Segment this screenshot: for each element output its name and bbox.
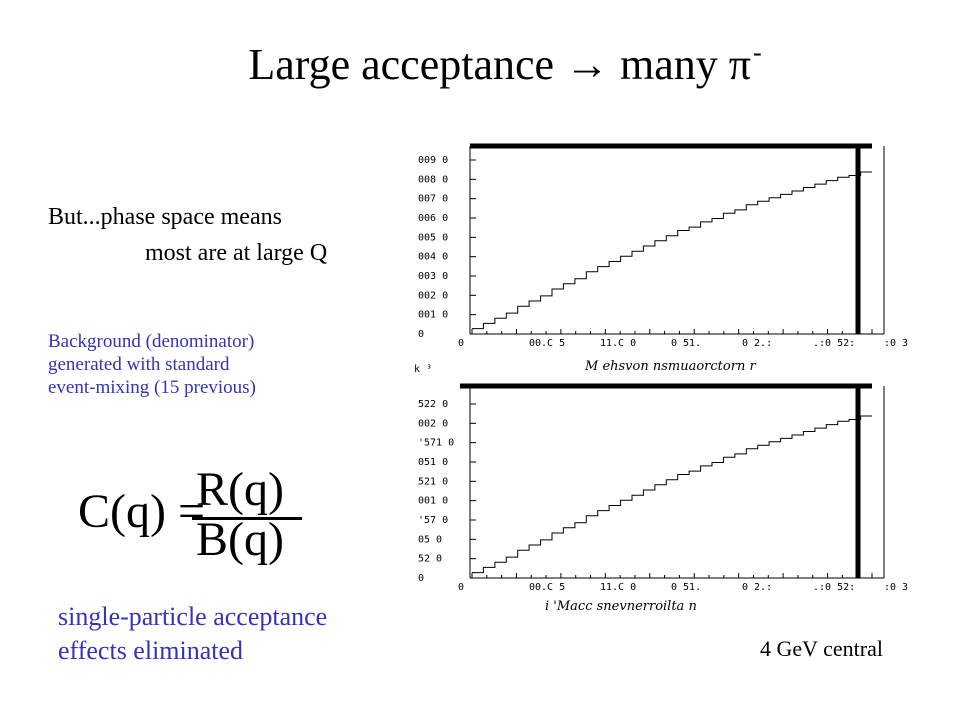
plot-bottom-histogram — [472, 415, 872, 574]
plot-bottom-ytick-label: 0 — [418, 573, 424, 584]
caveat-line-1: But...phase space means — [48, 204, 282, 230]
plot-bottom-ytick-label: 521 0 — [418, 476, 448, 487]
plot-bottom-corner-label: k ³ — [414, 364, 432, 375]
plot-top-ytick-label: 009 0 — [418, 155, 448, 166]
plot-bottom-xlabel: i 'Macc snevnerroilta n — [545, 599, 697, 614]
plot-bottom-xtick-label: :0 3 — [884, 582, 908, 593]
plot-bottom-ytick-label: '571 0 — [418, 438, 454, 449]
plot-top-xtick-label: 0 51. — [671, 338, 701, 349]
plot-top-ytick-label: 005 0 — [418, 232, 448, 243]
plot-top-xtick-label: 0 — [458, 338, 464, 349]
plot-bottom-ytick-label: 05 0 — [418, 534, 442, 545]
plot-top-ytick-label: 0 — [418, 329, 424, 340]
note-line-3: event-mixing (15 previous) — [48, 377, 256, 398]
plot-top-ytick-label: 003 0 — [418, 271, 448, 282]
slide-title: Large acceptance → many π- — [0, 38, 960, 90]
caveat-line-2: most are at large Q — [145, 240, 328, 266]
title-superscript: - — [753, 38, 762, 67]
plot-bottom-ytick-label: 522 0 — [418, 399, 448, 410]
plot-bottom-xtick-label: 0 2.: — [742, 582, 772, 593]
plot-bottom-ytick-label: 001 0 — [418, 496, 448, 507]
note-line-2: generated with standard — [48, 354, 230, 375]
plot-top-ytick-label: 007 0 — [418, 194, 448, 205]
plot-bottom-ytick-label: '57 0 — [418, 515, 448, 526]
plot-bottom-xtick-label: 11.C 0 — [600, 582, 636, 593]
plot-top-xtick-label: 11.C 0 — [600, 338, 636, 349]
plot-top-xtick-label: :0 3 — [884, 338, 908, 349]
formula-lhs: C(q) = — [78, 485, 206, 538]
plot-bottom-xtick-label: 0 — [458, 582, 464, 593]
plot-bottom-ytick-label: 002 0 — [418, 418, 448, 429]
note-line-1: Background (denominator) — [48, 331, 255, 352]
plot-top-xtick-label: .:0 52: — [813, 338, 855, 349]
effects-line-2: effects eliminated — [58, 636, 244, 665]
plot-top-ytick-label: 004 0 — [418, 252, 448, 263]
plot-top: 0 001 0 002 0 003 0 004 0 005 0 006 0 007 0 008 … — [418, 143, 908, 374]
plot-bottom-ytick-label: 051 0 — [418, 457, 448, 468]
plot-top-histogram — [472, 171, 872, 330]
plot-bottom-xtick-label: 0 51. — [671, 582, 701, 593]
effects-line-1: single-particle acceptance — [58, 602, 328, 631]
plot-top-xlabel: M ehsvon nsmuaorctorn r — [584, 359, 756, 374]
plot-bottom-xtick-label: .:0 52: — [813, 582, 855, 593]
acceptance-effects-note: single-particle acceptance effects elimi… — [58, 600, 327, 668]
plot-top-ytick-label: 001 0 — [418, 310, 448, 321]
title-text: Large acceptance → many π — [248, 40, 752, 89]
plot-bottom: k ³ 0 52 0 05 0 '57 0 001 0 521 0 051 0 '571 0 0… — [414, 364, 908, 614]
formula-denominator: B(q) — [196, 513, 284, 566]
background-note: Background (denominator) generated with … — [48, 330, 256, 399]
plot-bottom-xtick-label: 00.C 5 — [529, 582, 565, 593]
fraction-bar — [192, 517, 302, 520]
plot-bottom-ytick-label: 52 0 — [418, 554, 442, 565]
plot-top-ytick-label: 002 0 — [418, 290, 448, 301]
plot-top-ytick-label: 006 0 — [418, 213, 448, 224]
plot-top-xtick-label: 00.C 5 — [529, 338, 565, 349]
plot-top-xtick-label: 0 2.: — [742, 338, 772, 349]
formula-numerator: R(q) — [196, 463, 284, 516]
plot-top-ytick-label: 008 0 — [418, 174, 448, 185]
correlation-formula: C(q) = R(q) B(q) — [78, 462, 308, 572]
energy-label: 4 GeV central — [760, 636, 883, 661]
